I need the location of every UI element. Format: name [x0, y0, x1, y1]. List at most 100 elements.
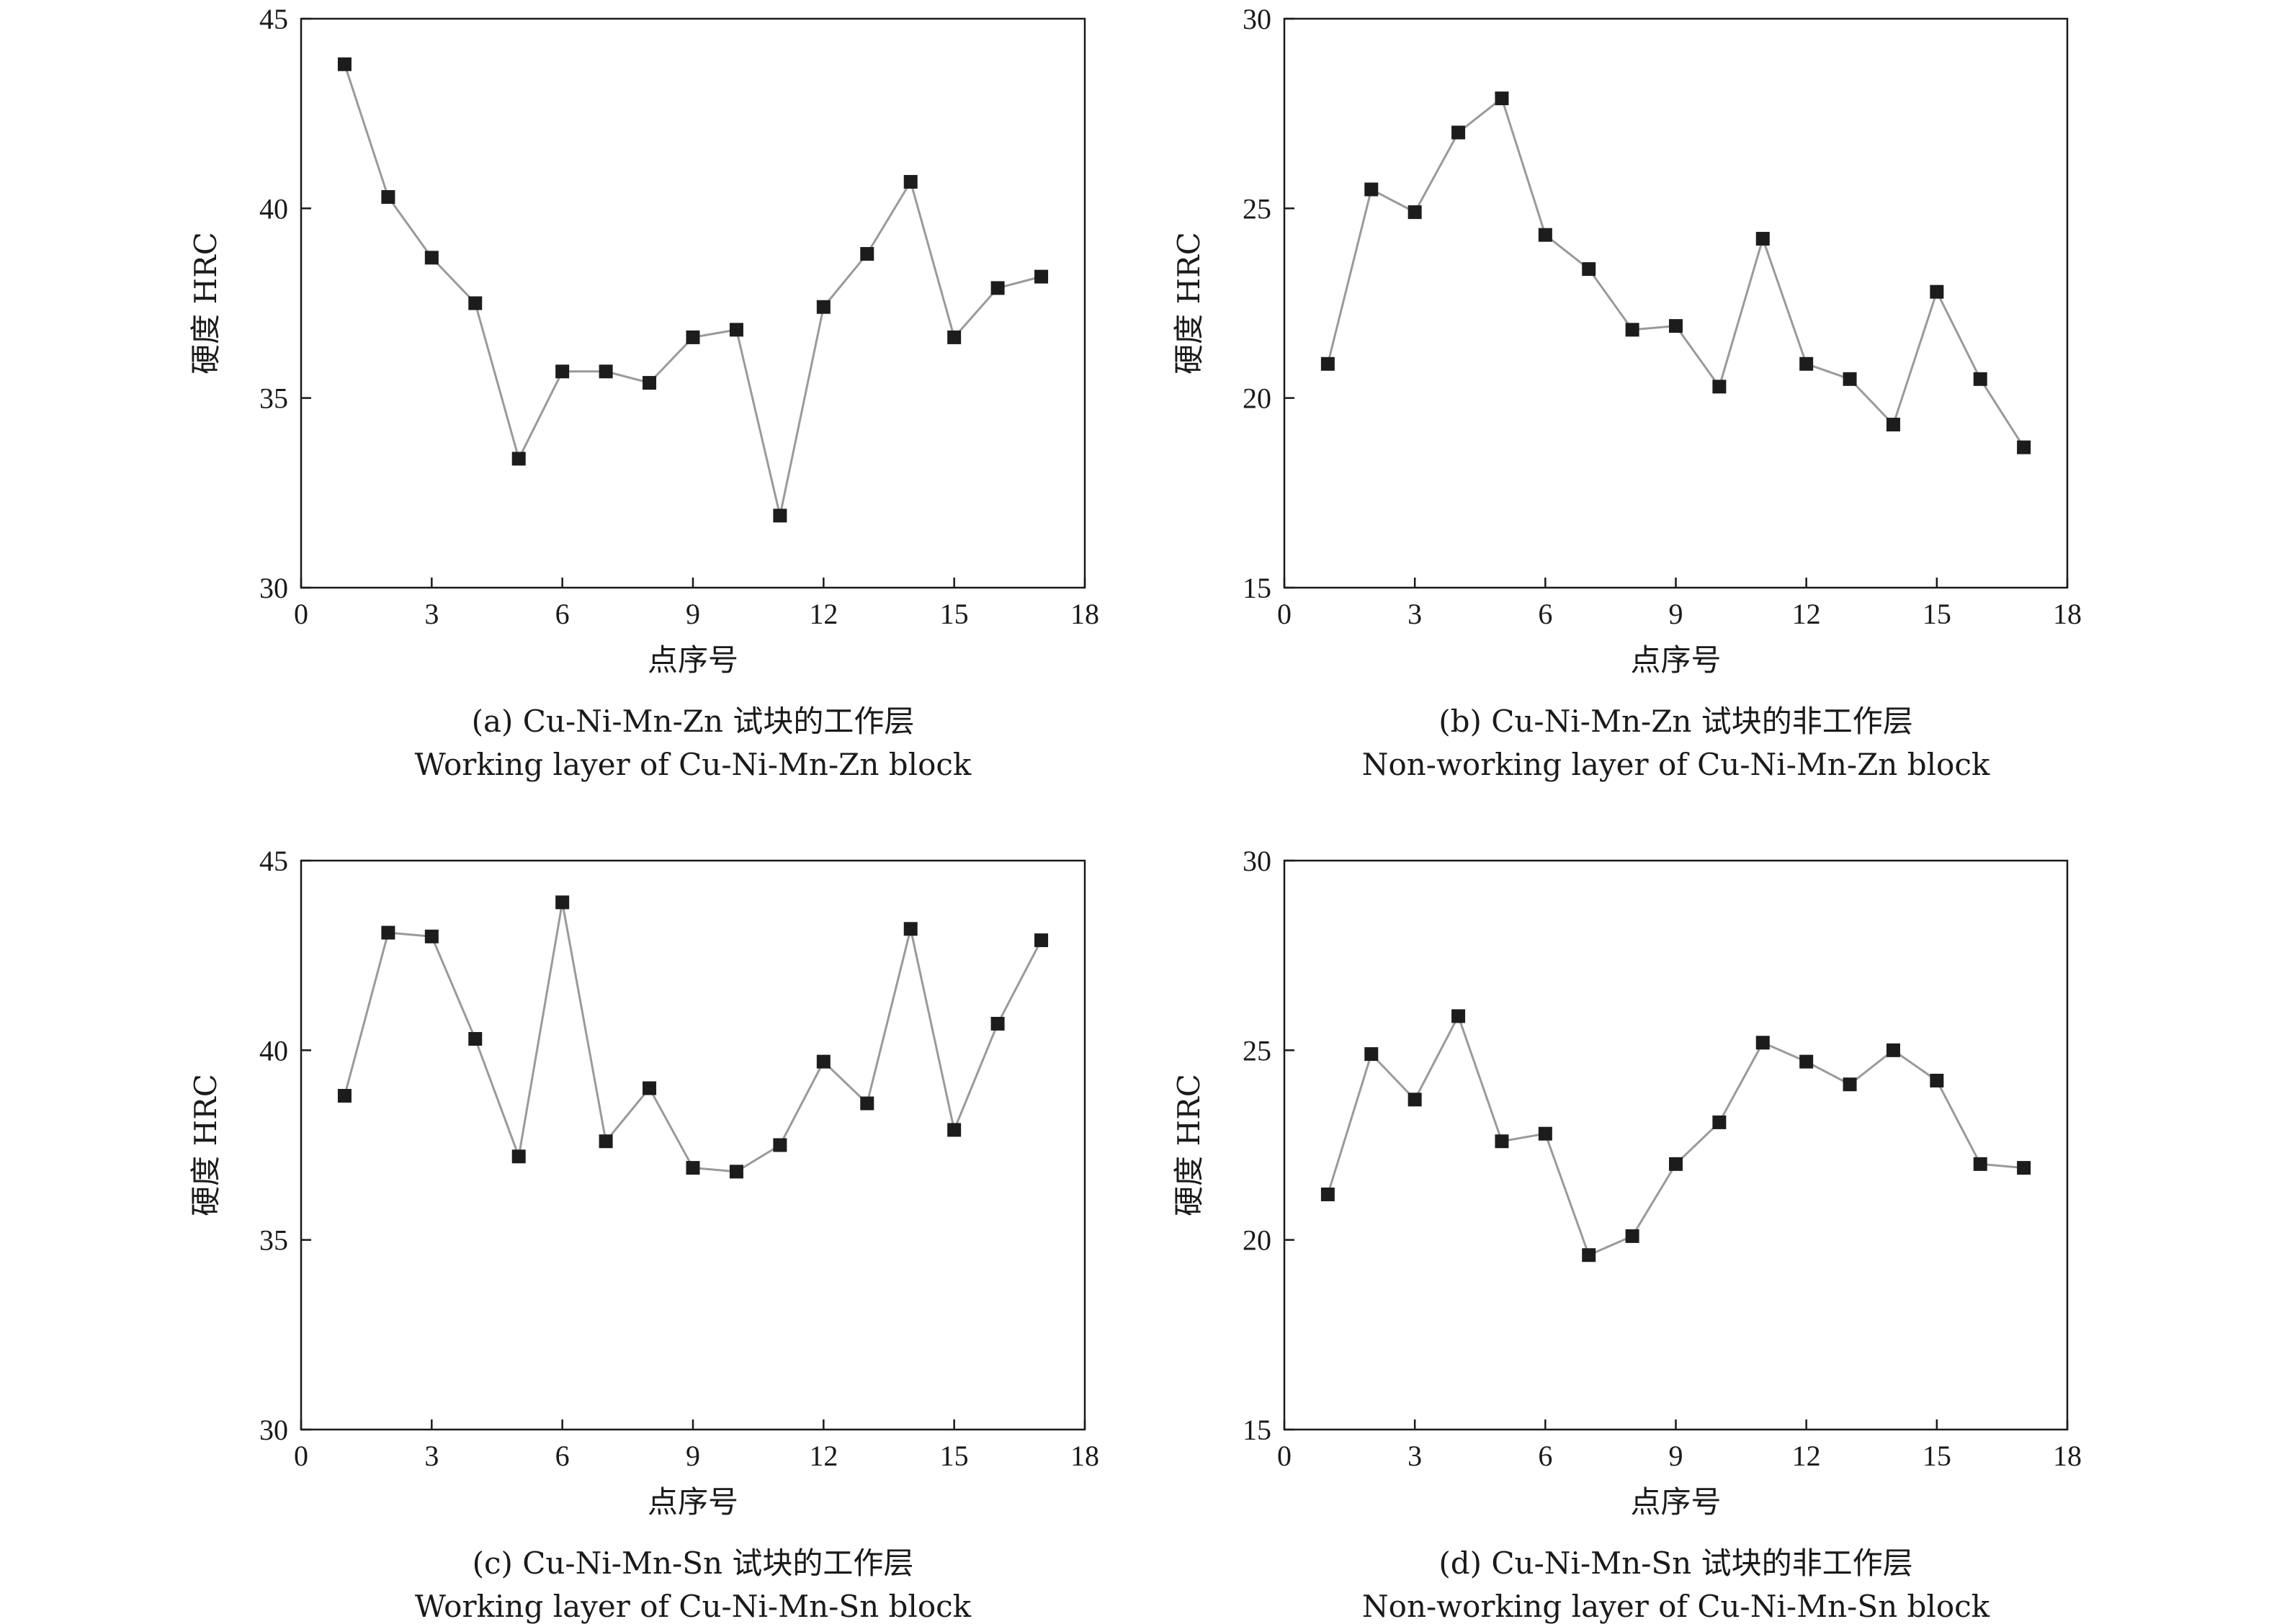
data-point-b: [1320, 356, 1335, 371]
x-tick-label-b: 12: [1792, 598, 1821, 630]
chart-panel-d: 0 3 6 9 12 15 18 15 20 25 30 点序号 硬度 HRC (d) Cu-Ni-Mn-…: [1171, 845, 2082, 1624]
data-point-b: [1408, 205, 1422, 220]
data-point-d: [1930, 1073, 1944, 1087]
plot-frame-a: [300, 17, 1086, 589]
data-point-b: [1364, 182, 1379, 197]
data-point-a: [773, 508, 787, 523]
y-axis-label-d: 硬度 HRC: [1171, 1074, 1207, 1216]
data-point-d: [1886, 1043, 1900, 1057]
data-point-a: [511, 452, 526, 466]
x-tick-label-a: 18: [1070, 598, 1099, 630]
caption-en-d: Non-working layer of Cu-Ni-Mn-Sn block: [1362, 1589, 1990, 1624]
chart-panel-b: 0 3 6 9 12 15 18 15 20 25 30 点序号 硬度 HRC (b) Cu-Ni-Mn-…: [1171, 3, 2082, 782]
y-tick-label-c: 45: [259, 845, 288, 877]
caption-en-b: Non-working layer of Cu-Ni-Mn-Zn block: [1362, 747, 1990, 782]
data-point-d: [1408, 1093, 1422, 1107]
data-point-a: [686, 330, 700, 344]
data-point-d: [1799, 1054, 1814, 1069]
data-point-b: [1495, 91, 1509, 106]
data-point-c: [468, 1032, 483, 1046]
data-point-d: [2017, 1161, 2031, 1175]
x-axis-label-b: 点序号: [1630, 642, 1721, 678]
data-point-a: [643, 376, 657, 390]
x-tick-label-a: 6: [555, 598, 570, 630]
data-point-b: [1755, 231, 1770, 246]
x-tick-label-a: 3: [424, 598, 439, 630]
caption-cn-d: (d) Cu-Ni-Mn-Sn 试块的非工作层: [1438, 1546, 1912, 1581]
data-point-d: [1364, 1047, 1379, 1062]
data-point-c: [555, 895, 570, 910]
series-line-c: [343, 902, 1042, 1173]
x-tick-label-a: 15: [940, 598, 969, 630]
x-tick-label-d: 15: [1923, 1440, 1951, 1472]
data-point-d: [1625, 1229, 1639, 1243]
data-point-c: [686, 1161, 700, 1175]
data-point-c: [643, 1081, 657, 1095]
data-point-d: [1973, 1157, 1987, 1171]
data-point-d: [1495, 1134, 1509, 1149]
data-point-d: [1538, 1126, 1552, 1141]
x-tick-label-a: 12: [809, 598, 838, 630]
x-tick-label-d: 9: [1669, 1440, 1683, 1472]
y-tick-label-d: 20: [1243, 1224, 1271, 1257]
data-point-d: [1843, 1077, 1857, 1092]
y-tick-label-c: 30: [259, 1414, 288, 1446]
plot-frame-d: [1283, 859, 2069, 1431]
chart-panel-a: 0 3 6 9 12 15 18 30 35 40 45 点序号 硬度 HRC (a) Cu-Ni-Mn-…: [188, 3, 1099, 782]
data-point-c: [860, 1096, 874, 1111]
data-point-c: [1034, 933, 1049, 948]
data-point-b: [1843, 372, 1857, 386]
x-tick-label-b: 6: [1538, 598, 1552, 630]
x-tick-label-b: 15: [1923, 598, 1951, 630]
data-point-c: [947, 1123, 962, 1137]
data-point-c: [511, 1149, 526, 1164]
x-tick-label-c: 6: [555, 1440, 570, 1472]
data-point-b: [1712, 380, 1727, 394]
data-point-c: [599, 1134, 613, 1149]
caption-en-c: Working layer of Cu-Ni-Mn-Sn block: [415, 1589, 972, 1624]
caption-en-a: Working layer of Cu-Ni-Mn-Zn block: [415, 747, 972, 782]
data-point-c: [816, 1054, 831, 1069]
data-point-a: [903, 174, 918, 189]
data-point-b: [1451, 125, 1466, 140]
data-point-a: [337, 57, 352, 71]
y-axis-label-b: 硬度 HRC: [1171, 232, 1207, 374]
x-tick-label-c: 0: [294, 1440, 308, 1472]
data-point-a: [990, 281, 1005, 295]
data-point-a: [860, 247, 874, 261]
x-tick-label-c: 15: [940, 1440, 969, 1472]
chart-panel-c: 0 3 6 9 12 15 18 30 35 40 45 点序号 硬度 HRC (c) Cu-Ni-Mn-…: [188, 845, 1099, 1624]
data-point-a: [947, 330, 962, 344]
data-point-a: [468, 296, 483, 310]
y-tick-label-d: 25: [1243, 1034, 1271, 1067]
data-point-c: [424, 929, 439, 943]
data-point-d: [1669, 1157, 1683, 1171]
x-tick-label-d: 18: [2053, 1440, 2082, 1472]
y-tick-label-d: 15: [1243, 1414, 1271, 1446]
data-point-b: [1669, 319, 1683, 333]
data-point-b: [1625, 323, 1639, 337]
data-point-c: [337, 1089, 352, 1103]
plot-frame-c: [300, 859, 1086, 1431]
data-point-c: [381, 925, 395, 940]
y-tick-label-b: 25: [1243, 192, 1271, 225]
data-point-c: [903, 922, 918, 936]
x-tick-label-d: 3: [1408, 1440, 1422, 1472]
data-point-b: [2017, 440, 2031, 454]
data-point-a: [816, 300, 831, 314]
data-point-d: [1712, 1115, 1727, 1129]
x-tick-label-a: 0: [294, 598, 308, 630]
y-tick-label-a: 45: [259, 3, 288, 35]
plot-frame-b: [1283, 17, 2069, 589]
x-tick-label-d: 12: [1792, 1440, 1821, 1472]
data-point-d: [1451, 1009, 1466, 1023]
y-tick-label-c: 35: [259, 1224, 288, 1257]
data-point-a: [729, 323, 743, 337]
x-tick-label-d: 0: [1277, 1440, 1292, 1472]
data-point-d: [1755, 1036, 1770, 1050]
data-point-a: [424, 251, 439, 265]
data-point-a: [555, 364, 570, 379]
y-axis-label-c: 硬度 HRC: [188, 1074, 223, 1216]
x-tick-label-b: 3: [1408, 598, 1422, 630]
x-tick-label-c: 12: [809, 1440, 838, 1472]
